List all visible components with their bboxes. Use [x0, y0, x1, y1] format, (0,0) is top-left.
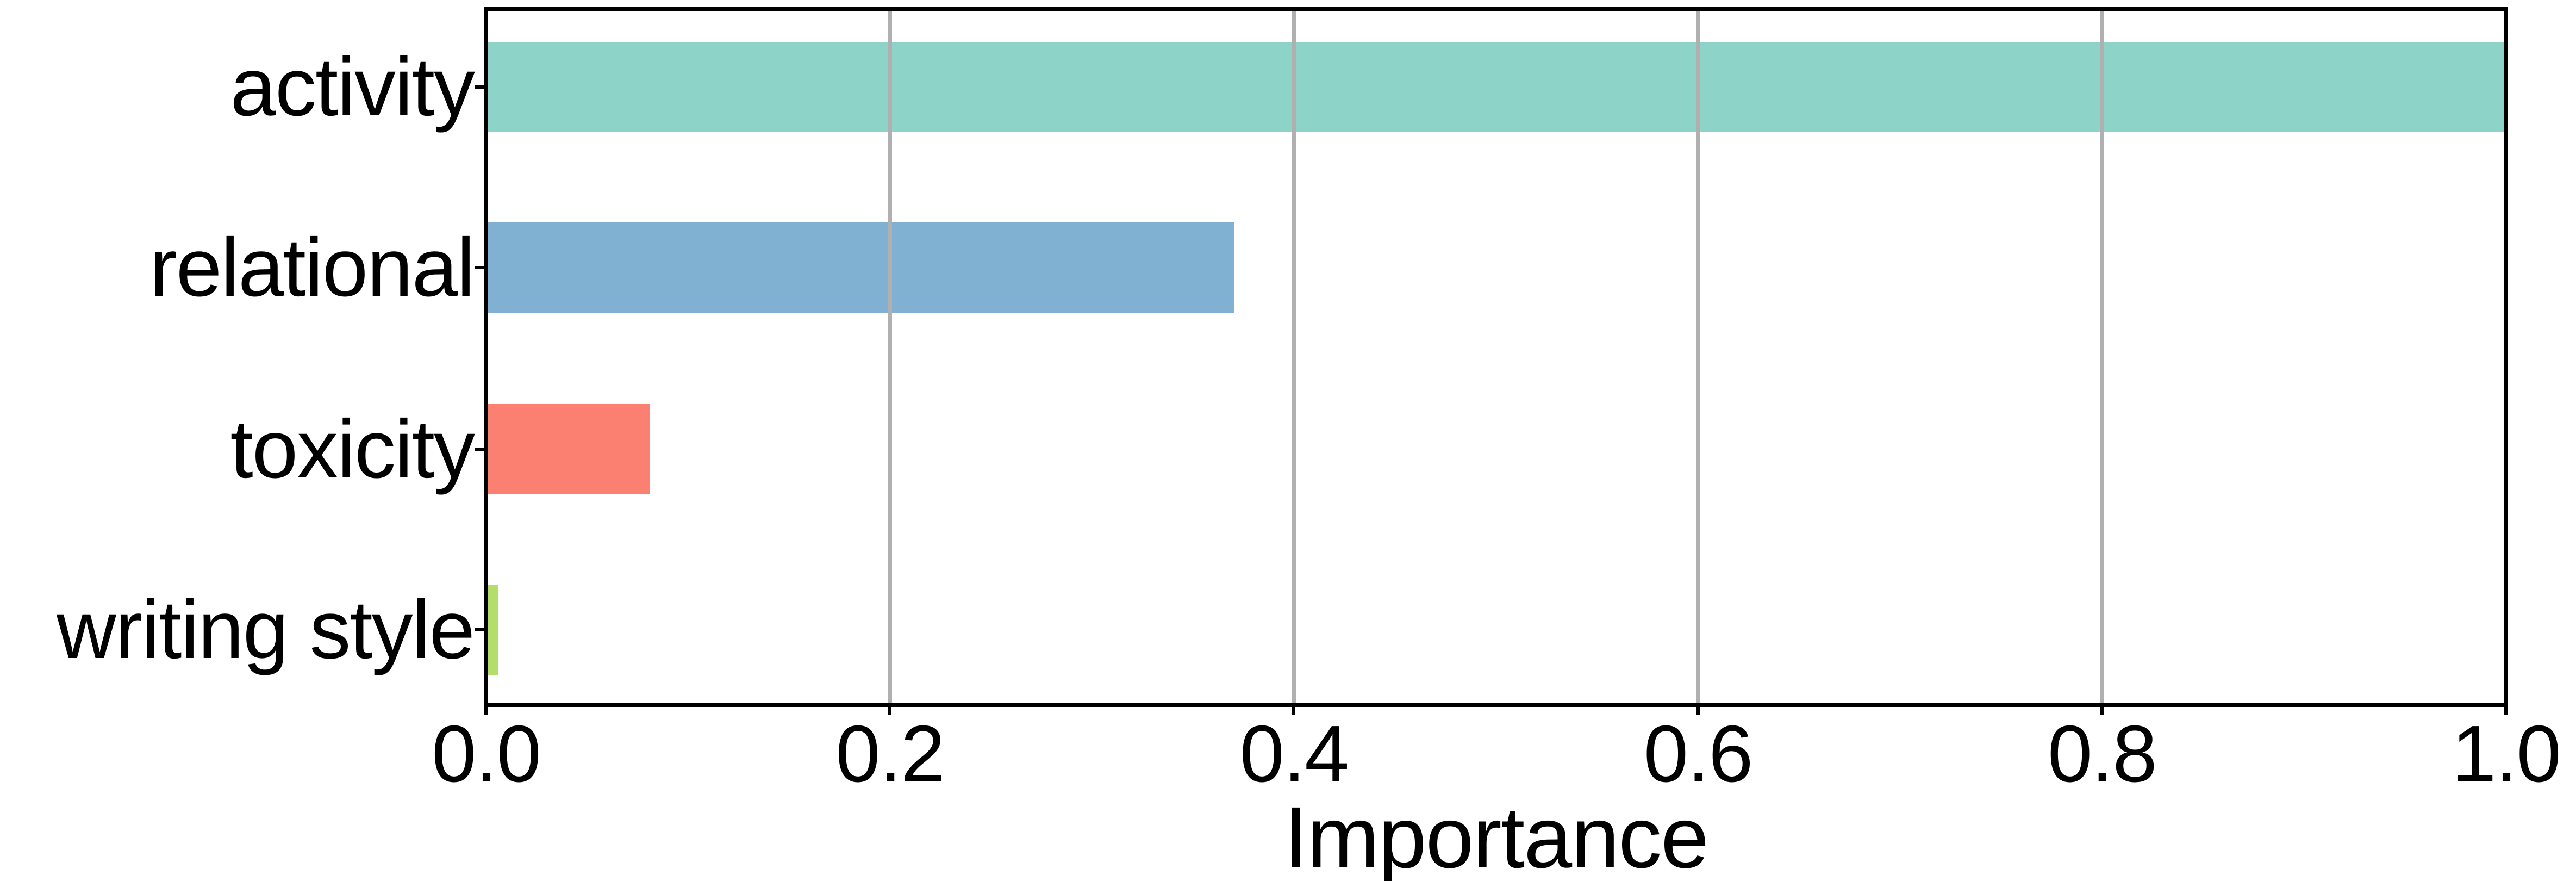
- gridline: [888, 11, 892, 703]
- y-tick-mark: [475, 85, 484, 89]
- x-tick-label: 0.4: [1239, 709, 1350, 799]
- x-tick-mark: [2504, 707, 2508, 715]
- x-tick-label: 0.8: [2047, 709, 2157, 799]
- x-tick-mark: [1696, 707, 1700, 715]
- y-tick-mark: [475, 266, 484, 269]
- x-tick-mark: [484, 707, 488, 715]
- bar-toxicity: [488, 404, 650, 494]
- bar-activity: [488, 42, 2504, 132]
- y-tick-label: relational: [149, 221, 475, 314]
- y-tick-mark: [475, 448, 484, 451]
- x-tick-mark: [888, 707, 892, 715]
- x-tick-label: 0.2: [835, 709, 945, 799]
- x-tick-label: 0.6: [1643, 709, 1754, 799]
- bar-writing-style: [488, 585, 498, 675]
- bar-relational: [488, 222, 1234, 313]
- x-tick-label: 0.0: [432, 709, 541, 799]
- gridline: [1292, 11, 1296, 703]
- gridline: [2100, 11, 2104, 703]
- x-tick-mark: [2100, 707, 2104, 715]
- gridline: [1696, 11, 1700, 703]
- x-tick-label: 1.0: [2452, 709, 2561, 799]
- y-tick-label: writing style: [57, 584, 475, 676]
- y-tick-label: toxicity: [230, 403, 475, 495]
- y-tick-mark: [475, 628, 484, 631]
- x-tick-mark: [1292, 707, 1296, 715]
- x-axis-title: Importance: [1283, 789, 1709, 881]
- y-tick-label: activity: [230, 41, 475, 133]
